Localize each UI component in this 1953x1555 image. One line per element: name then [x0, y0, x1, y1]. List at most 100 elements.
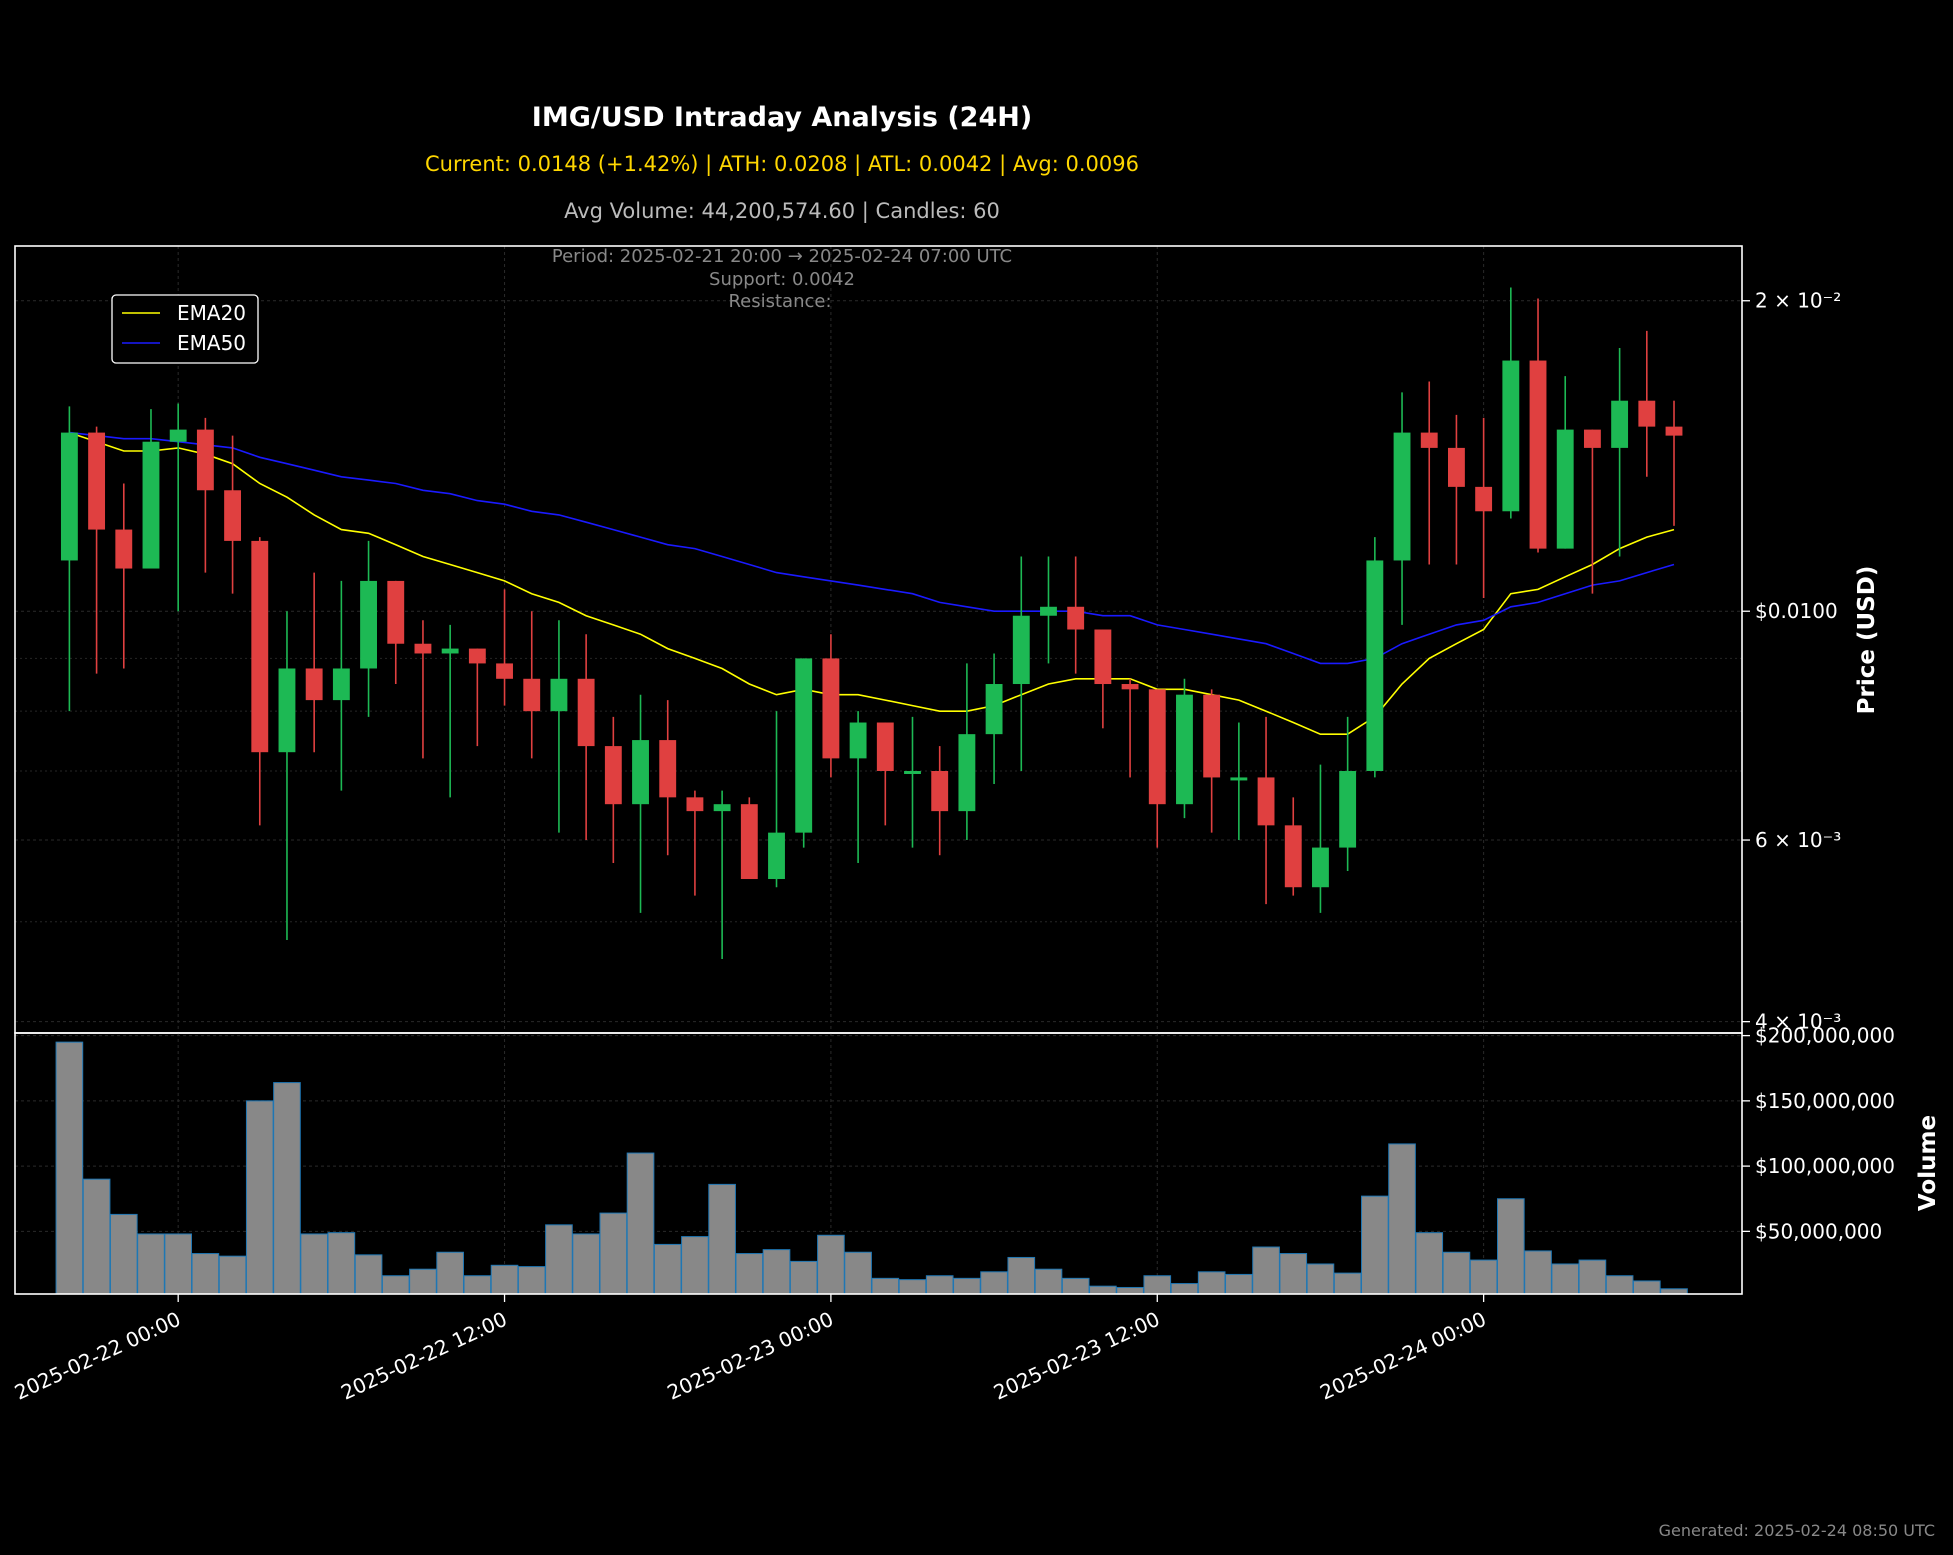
volume-y-tick-label: $100,000,000 — [1755, 1154, 1895, 1178]
candle-body — [550, 678, 568, 712]
candle-body — [468, 648, 486, 664]
candle-body — [60, 432, 78, 561]
candle-up — [60, 406, 78, 712]
candle-up — [985, 653, 1003, 784]
candle-body — [523, 678, 541, 712]
price-panel: 2 × 10⁻² $0.0100 6 × 10⁻³ 4 × 10⁻³ Period: … — [14, 245, 1880, 1034]
candle-down — [523, 611, 541, 759]
candle-body — [414, 643, 432, 654]
volume-bar — [1225, 1273, 1253, 1295]
candle-up — [795, 658, 813, 848]
volume-bar — [1089, 1285, 1117, 1295]
candle-down — [196, 417, 214, 573]
x-axis-ticks: 2025-02-22 00:00 2025-02-22 12:00 2025-02-… — [11, 1294, 1490, 1405]
candle-body — [305, 668, 323, 701]
volume-bar — [1279, 1253, 1308, 1295]
volume-bar — [708, 1183, 736, 1295]
candle-up — [142, 409, 160, 569]
candle-body — [659, 740, 677, 798]
volume-bar — [1415, 1232, 1444, 1295]
candle-body — [1012, 615, 1030, 685]
candle-down — [224, 435, 242, 594]
candle-body — [958, 734, 976, 812]
candle-up — [1339, 716, 1357, 871]
candle-body — [1502, 360, 1520, 512]
candle-up — [958, 663, 976, 841]
x-tick-label: 2025-02-22 00:00 — [11, 1307, 184, 1405]
volume-bar — [218, 1255, 247, 1295]
volume-bar — [953, 1277, 981, 1295]
volume-bar — [1061, 1277, 1090, 1295]
volume-y-tick-label: $150,000,000 — [1755, 1089, 1895, 1113]
price-annotation-period: Period: 2025-02-21 20:00 → 2025-02-24 07… — [552, 246, 1012, 267]
price-y-tick-label: 2 × 10⁻² — [1755, 289, 1841, 313]
volume-bar — [354, 1254, 383, 1295]
candle-body — [1121, 684, 1139, 690]
candle-body — [985, 684, 1003, 735]
volume-panel-frame — [14, 1032, 1743, 1295]
generated-timestamp: Generated: 2025-02-24 08:50 UTC — [1659, 1521, 1935, 1540]
volume-y-label: Volume — [1915, 1115, 1941, 1211]
volume-bar — [1551, 1263, 1580, 1295]
volume-bar — [844, 1251, 872, 1295]
candle-body — [1475, 486, 1493, 512]
candle-body — [1203, 694, 1221, 778]
volume-bar — [1632, 1280, 1661, 1295]
candle-up — [550, 620, 568, 833]
candle-body — [196, 429, 214, 491]
volume-bar — [463, 1275, 492, 1295]
candle-up — [1230, 722, 1248, 841]
chart-volume-summary: Avg Volume: 44,200,574.60 | Candles: 60 — [564, 199, 1000, 224]
candle-body — [88, 432, 106, 530]
candle-body — [1420, 432, 1438, 448]
candle-down — [1121, 678, 1139, 778]
price-annotation-resistance: Resistance: — [728, 291, 831, 312]
candle-down — [468, 648, 486, 747]
candle-down — [1448, 414, 1465, 565]
volume-bar — [572, 1233, 600, 1295]
volume-y-tick-label: $200,000,000 — [1755, 1024, 1895, 1048]
price-y-tick-label: 6 × 10⁻³ — [1755, 828, 1841, 852]
volume-bars — [55, 1041, 1688, 1295]
volume-bar — [1252, 1246, 1280, 1295]
price-panel-background — [15, 246, 1742, 1033]
candle-body — [1393, 432, 1411, 561]
candle-body — [686, 797, 704, 812]
candle-body — [849, 722, 867, 759]
volume-bar — [980, 1271, 1008, 1295]
candle-down — [1094, 629, 1112, 729]
candle-body — [1529, 360, 1547, 549]
candle-body — [876, 722, 894, 771]
candle-down — [822, 634, 840, 778]
candle-up — [1502, 287, 1520, 519]
price-y-tick-label: 4 × 10⁻³ — [1755, 1010, 1841, 1034]
volume-bar — [735, 1253, 764, 1295]
candle-body — [142, 441, 160, 569]
candle-up — [904, 716, 921, 848]
volume-bar — [762, 1249, 791, 1295]
candle-up — [169, 403, 187, 612]
volume-y-ticks: $200,000,000 $150,000,000 $100,000,000 $50,… — [1742, 1024, 1895, 1243]
candle-body — [795, 658, 813, 833]
volume-bar — [1497, 1198, 1525, 1295]
chart-title: IMG/USD Intraday Analysis (24H) — [532, 102, 1032, 133]
candle-up — [1393, 392, 1411, 625]
ema20-line — [69, 431, 1675, 736]
legend: EMA20 EMA50 — [111, 294, 259, 364]
volume-bar — [1116, 1286, 1144, 1295]
volume-y-tick-label: $50,000,000 — [1755, 1219, 1882, 1243]
candle-up — [1611, 347, 1629, 557]
volume-bar — [1442, 1251, 1471, 1295]
candle-down — [1148, 689, 1166, 848]
candle-down — [115, 483, 133, 669]
candle-down — [604, 716, 622, 864]
volume-bar — [245, 1100, 274, 1295]
volume-bar — [1170, 1283, 1199, 1295]
volume-bar — [1524, 1250, 1552, 1295]
candle-body — [1148, 689, 1166, 805]
candle-down — [1284, 797, 1302, 896]
candle-body — [632, 740, 649, 805]
candle-up — [360, 540, 377, 717]
volume-bar — [871, 1277, 900, 1295]
candle-body — [1176, 694, 1193, 805]
